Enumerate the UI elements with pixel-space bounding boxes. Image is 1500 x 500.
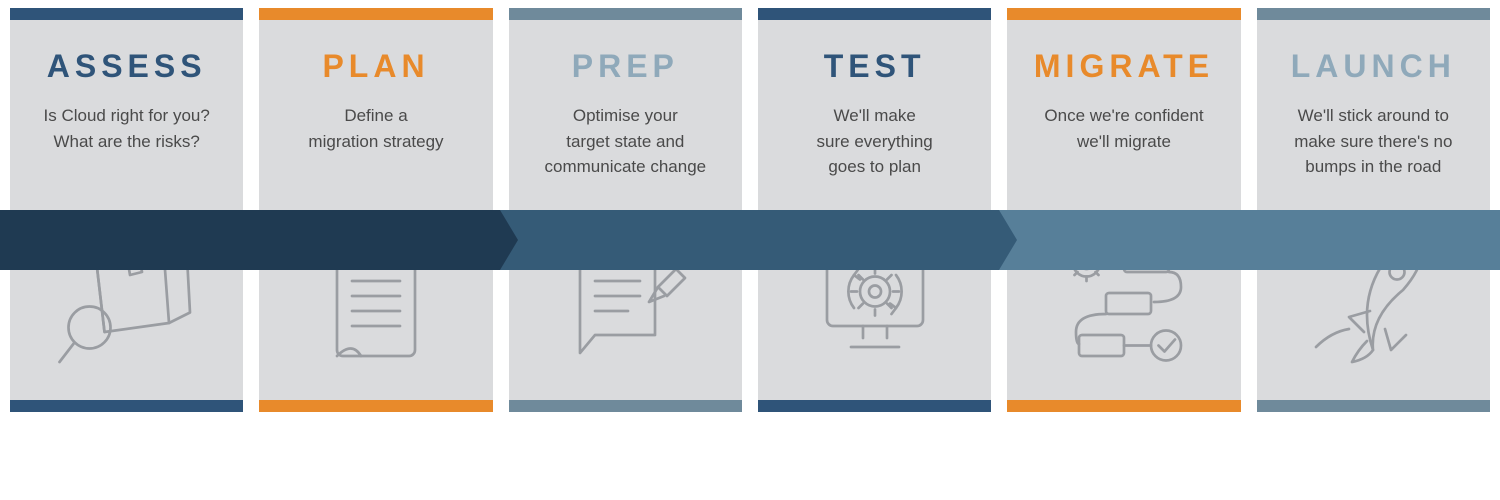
stage-card-top: ASSESS Is Cloud right for you?What are th… (10, 20, 243, 210)
stage-top-bar (1257, 8, 1490, 20)
stage-description: Define amigration strategy (273, 103, 478, 154)
stage-bottom-bar (509, 400, 742, 412)
stage-description: We'll stick around tomake sure there's n… (1271, 103, 1476, 180)
stage-top-bar (1007, 8, 1240, 20)
stages-row: ASSESS Is Cloud right for you?What are th… (0, 0, 1500, 412)
arrow-segment (999, 210, 1500, 270)
stage-top-bar (259, 8, 492, 20)
stage-card-top: LAUNCH We'll stick around tomake sure the… (1257, 20, 1490, 210)
stage-title: LAUNCH (1271, 48, 1476, 85)
stage-description: Optimise yourtarget state andcommunicate… (523, 103, 728, 180)
stage-bottom-bar (259, 400, 492, 412)
stage-title: ASSESS (24, 48, 229, 85)
stage-title: PLAN (273, 48, 478, 85)
stage-top-bar (10, 8, 243, 20)
stage-bottom-bar (1007, 400, 1240, 412)
stage-description: We'll makesure everythinggoes to plan (772, 103, 977, 180)
progress-arrow (0, 210, 1500, 270)
stage-card-top: TEST We'll makesure everythinggoes to pla… (758, 20, 991, 210)
stage-card-top: PLAN Define amigration strategy (259, 20, 492, 210)
stage-title: PREP (523, 48, 728, 85)
stage-card-top: MIGRATE Once we're confidentwe'll migrate (1007, 20, 1240, 210)
stage-description: Is Cloud right for you?What are the risk… (24, 103, 229, 154)
stage-bottom-bar (1257, 400, 1490, 412)
arrow-segment (0, 210, 500, 270)
stage-title: TEST (772, 48, 977, 85)
stage-top-bar (758, 8, 991, 20)
stage-description: Once we're confidentwe'll migrate (1021, 103, 1226, 154)
stage-card-top: PREP Optimise yourtarget state andcommuni… (509, 20, 742, 210)
stage-title: MIGRATE (1021, 48, 1226, 85)
arrow-segment (500, 210, 1000, 270)
stage-top-bar (509, 8, 742, 20)
stage-bottom-bar (10, 400, 243, 412)
stage-bottom-bar (758, 400, 991, 412)
